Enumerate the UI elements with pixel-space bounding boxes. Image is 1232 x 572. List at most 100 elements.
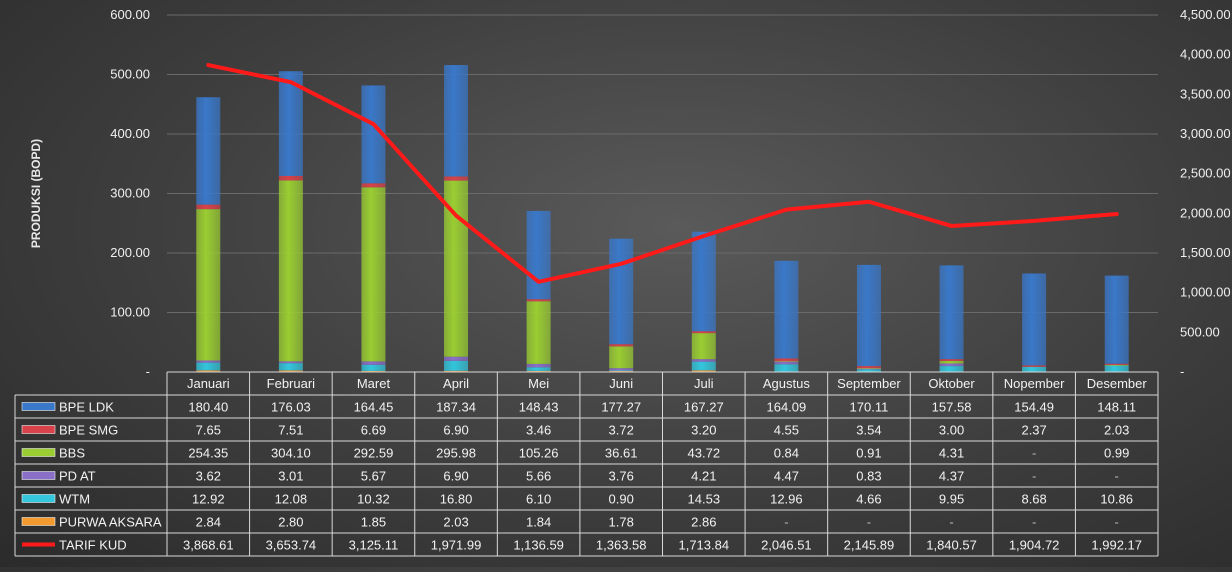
data-label: 7.51 (278, 423, 303, 438)
bar-bpe-ldk (857, 265, 881, 366)
data-label: 7.65 (196, 423, 221, 438)
data-label: 1,840.57 (926, 538, 977, 553)
bar-bpe-ldk (692, 232, 716, 332)
data-label: 3,868.61 (183, 538, 234, 553)
legend-label: BPE LDK (59, 400, 114, 415)
category-label: Juli (694, 376, 714, 391)
category-label: April (443, 376, 469, 391)
bar-bpe-smg (279, 176, 303, 180)
data-label: 3,653.74 (266, 538, 317, 553)
legend-label: PURWA AKSARA (59, 515, 162, 530)
data-label: 43.72 (688, 446, 721, 461)
y-tick-label: 400.00 (110, 126, 150, 141)
bar-wtm (444, 361, 468, 371)
data-label: 6.69 (361, 423, 386, 438)
data-label: 3.62 (196, 469, 221, 484)
data-label: 0.91 (856, 446, 881, 461)
category-label: September (837, 376, 901, 391)
bar-bpe-ldk (1022, 274, 1046, 366)
y2-tick-label: 1,000.00 (1180, 285, 1231, 300)
data-label: 3.00 (939, 423, 964, 438)
data-label: 14.53 (688, 492, 721, 507)
data-label: - (867, 515, 871, 530)
legend-key (22, 495, 55, 503)
bar-wtm (279, 363, 303, 370)
legend-key (22, 472, 55, 480)
data-label: 177.27 (601, 400, 641, 415)
data-label: - (1115, 469, 1119, 484)
bar-bpe-ldk (1105, 276, 1129, 364)
bar-bbs (196, 209, 220, 360)
bar-wtm (361, 365, 385, 371)
data-label: 4.66 (856, 492, 881, 507)
data-label: 170.11 (850, 400, 889, 415)
bar-wtm (774, 364, 798, 372)
legend-key (22, 518, 55, 526)
bar-bpe-smg (196, 205, 220, 210)
data-label: 295.98 (436, 446, 476, 461)
data-label: 4.21 (691, 469, 716, 484)
category-label: Nopember (1004, 376, 1065, 391)
data-label: 8.68 (1021, 492, 1046, 507)
bar-bbs (692, 333, 716, 359)
bar-pd-at (361, 361, 385, 364)
data-label: 10.86 (1100, 492, 1133, 507)
y2-tick-label: 2,000.00 (1180, 205, 1231, 220)
data-label: 3,125.11 (349, 538, 399, 553)
data-label: 1.84 (526, 515, 551, 530)
bar-bpe-smg (1105, 364, 1129, 365)
data-label: 1,992.17 (1091, 538, 1142, 553)
bar-pd-at (279, 361, 303, 363)
data-label: 0.90 (609, 492, 634, 507)
bar-pd-at (196, 360, 220, 362)
y2-tick-label: 3,000.00 (1180, 126, 1231, 141)
data-label: 12.92 (192, 492, 225, 507)
data-label: 4.31 (939, 446, 964, 461)
category-label: Agustus (763, 376, 810, 391)
bar-bpe-ldk (527, 211, 551, 299)
data-label: 3.46 (526, 423, 551, 438)
data-label: 304.10 (271, 446, 311, 461)
bar-wtm (196, 363, 220, 371)
data-label: - (1032, 446, 1036, 461)
bar-bbs (279, 180, 303, 361)
legend-label: BPE SMG (59, 423, 118, 438)
y-tick-label: - (146, 364, 150, 379)
data-label: 5.66 (526, 469, 551, 484)
data-label: - (784, 515, 788, 530)
data-label: 2.84 (196, 515, 221, 530)
bar-bpe-smg (692, 331, 716, 333)
bar-bbs (609, 346, 633, 368)
y-tick-label: 600.00 (110, 7, 150, 22)
data-label: 164.45 (354, 400, 394, 415)
data-label: 176.03 (271, 400, 311, 415)
y2-tick-label: 2,500.00 (1180, 166, 1231, 181)
data-label: 6.90 (443, 469, 468, 484)
category-label: Juni (609, 376, 633, 391)
data-label: 1.85 (361, 515, 386, 530)
data-label: 6.90 (443, 423, 468, 438)
data-label: 2.03 (1104, 423, 1129, 438)
category-label: Mei (528, 376, 549, 391)
data-label: 254.35 (188, 446, 228, 461)
bar-bpe-ldk (609, 239, 633, 344)
data-label: 0.84 (774, 446, 799, 461)
data-label: 5.67 (361, 469, 386, 484)
y2-tick-label: 500.00 (1180, 324, 1220, 339)
data-label: 10.32 (357, 492, 390, 507)
y2-tick-label: 3,500.00 (1180, 86, 1231, 101)
data-label: - (1032, 515, 1036, 530)
data-label: 3.01 (278, 469, 303, 484)
bar-bpe-smg (940, 359, 964, 361)
data-label: 187.34 (436, 400, 476, 415)
bar-bpe-smg (609, 344, 633, 346)
data-label: 12.08 (275, 492, 308, 507)
bar-bpe-ldk (774, 261, 798, 359)
bar-bbs (527, 301, 551, 364)
bar-wtm (692, 362, 716, 371)
data-label: 3.76 (609, 469, 634, 484)
data-label: 157.58 (932, 400, 972, 415)
y2-tick-label: 1,500.00 (1180, 245, 1231, 260)
bar-bpe-smg (857, 366, 881, 368)
